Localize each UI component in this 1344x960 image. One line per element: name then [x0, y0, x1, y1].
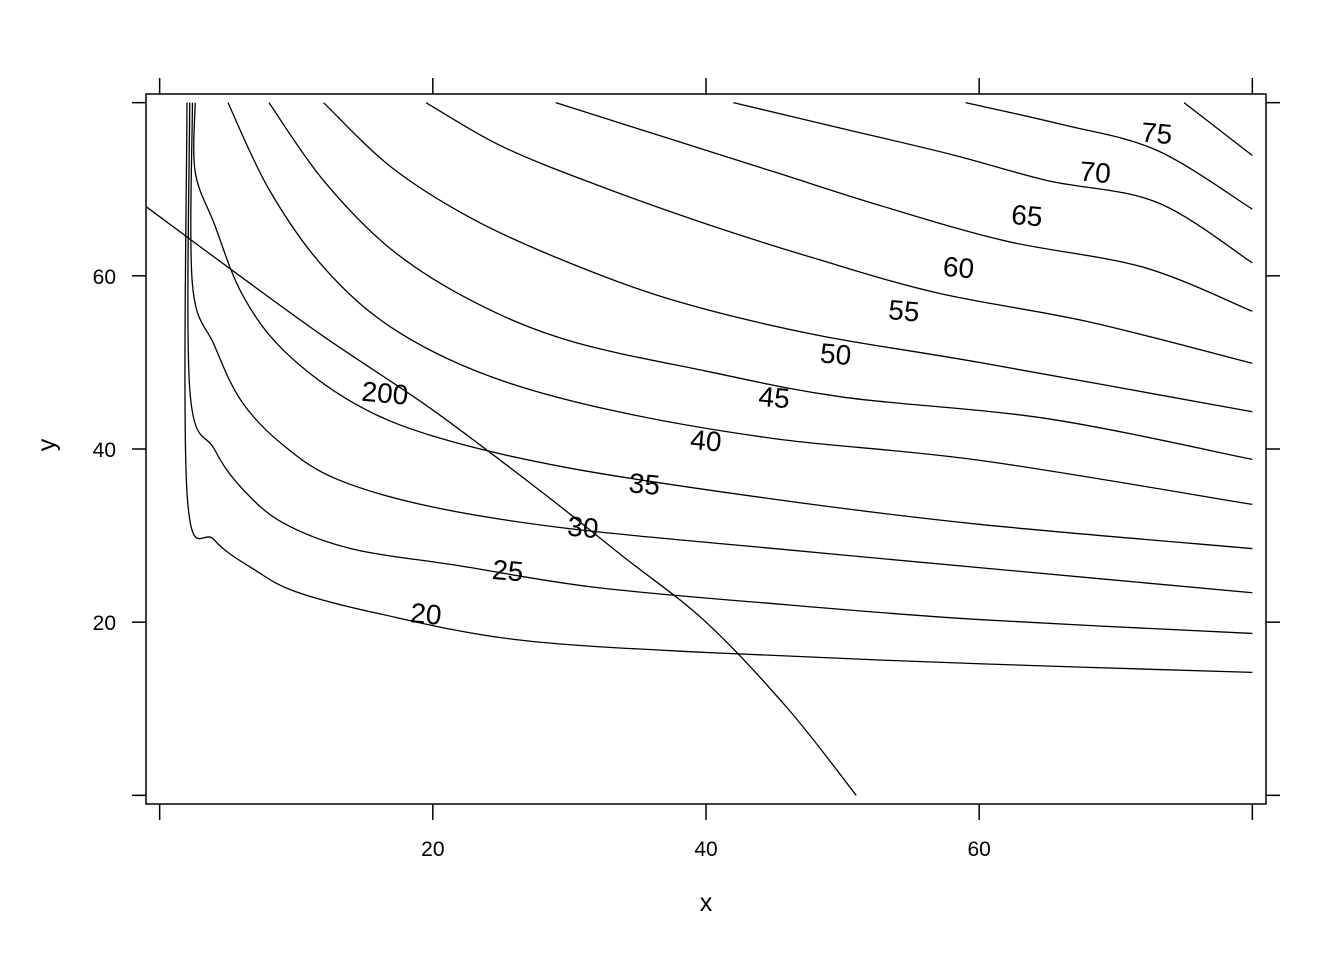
- y-axis-title: y: [33, 438, 61, 451]
- contour-label-65: 65: [1010, 199, 1044, 233]
- contour-label-75: 75: [1140, 117, 1174, 151]
- contour-label-30: 30: [566, 511, 600, 545]
- contour-label-45: 45: [757, 381, 791, 415]
- contour-labels: 20 25 30 35 40 45 50 55 60 65 70 75 200: [360, 117, 1173, 631]
- contour-label-25: 25: [491, 554, 525, 588]
- x-tick-label-20: 20: [421, 838, 444, 861]
- contour-label-50: 50: [819, 337, 853, 371]
- y-tick-label-60: 60: [93, 266, 116, 289]
- contour-line-30: [190, 102, 1253, 594]
- contour-line-45: [268, 102, 1253, 461]
- contour-label-200: 200: [360, 376, 409, 411]
- contour-line-25: [187, 102, 1253, 635]
- contour-line-65: [733, 102, 1253, 264]
- contour-line-70: [965, 102, 1253, 210]
- x-tick-label-40: 40: [694, 838, 717, 861]
- contour-label-70: 70: [1078, 156, 1112, 190]
- contour-line-200: [145, 206, 857, 796]
- contour-line-60: [555, 102, 1253, 312]
- contour-label-35: 35: [628, 467, 662, 501]
- contour-line-40: [227, 102, 1253, 506]
- contour-line-50: [323, 102, 1253, 413]
- contour-label-55: 55: [887, 294, 921, 328]
- contour-label-60: 60: [942, 251, 976, 285]
- axis-ticks: 20 40 60 20 40 60: [93, 78, 1280, 861]
- plot-frame: [145, 93, 1267, 805]
- contour-line-55: [425, 102, 1253, 364]
- contour-label-40: 40: [689, 424, 723, 458]
- x-tick-label-60: 60: [967, 838, 990, 861]
- x-axis-title: x: [700, 889, 713, 917]
- contour-line-75: [1183, 102, 1253, 156]
- contour-line-35: [193, 102, 1253, 550]
- y-tick-label-40: 40: [93, 439, 116, 462]
- contour-lines: [145, 102, 1253, 796]
- contour-label-20: 20: [409, 597, 443, 631]
- y-tick-label-20: 20: [93, 612, 116, 635]
- contour-line-20: [184, 102, 1253, 674]
